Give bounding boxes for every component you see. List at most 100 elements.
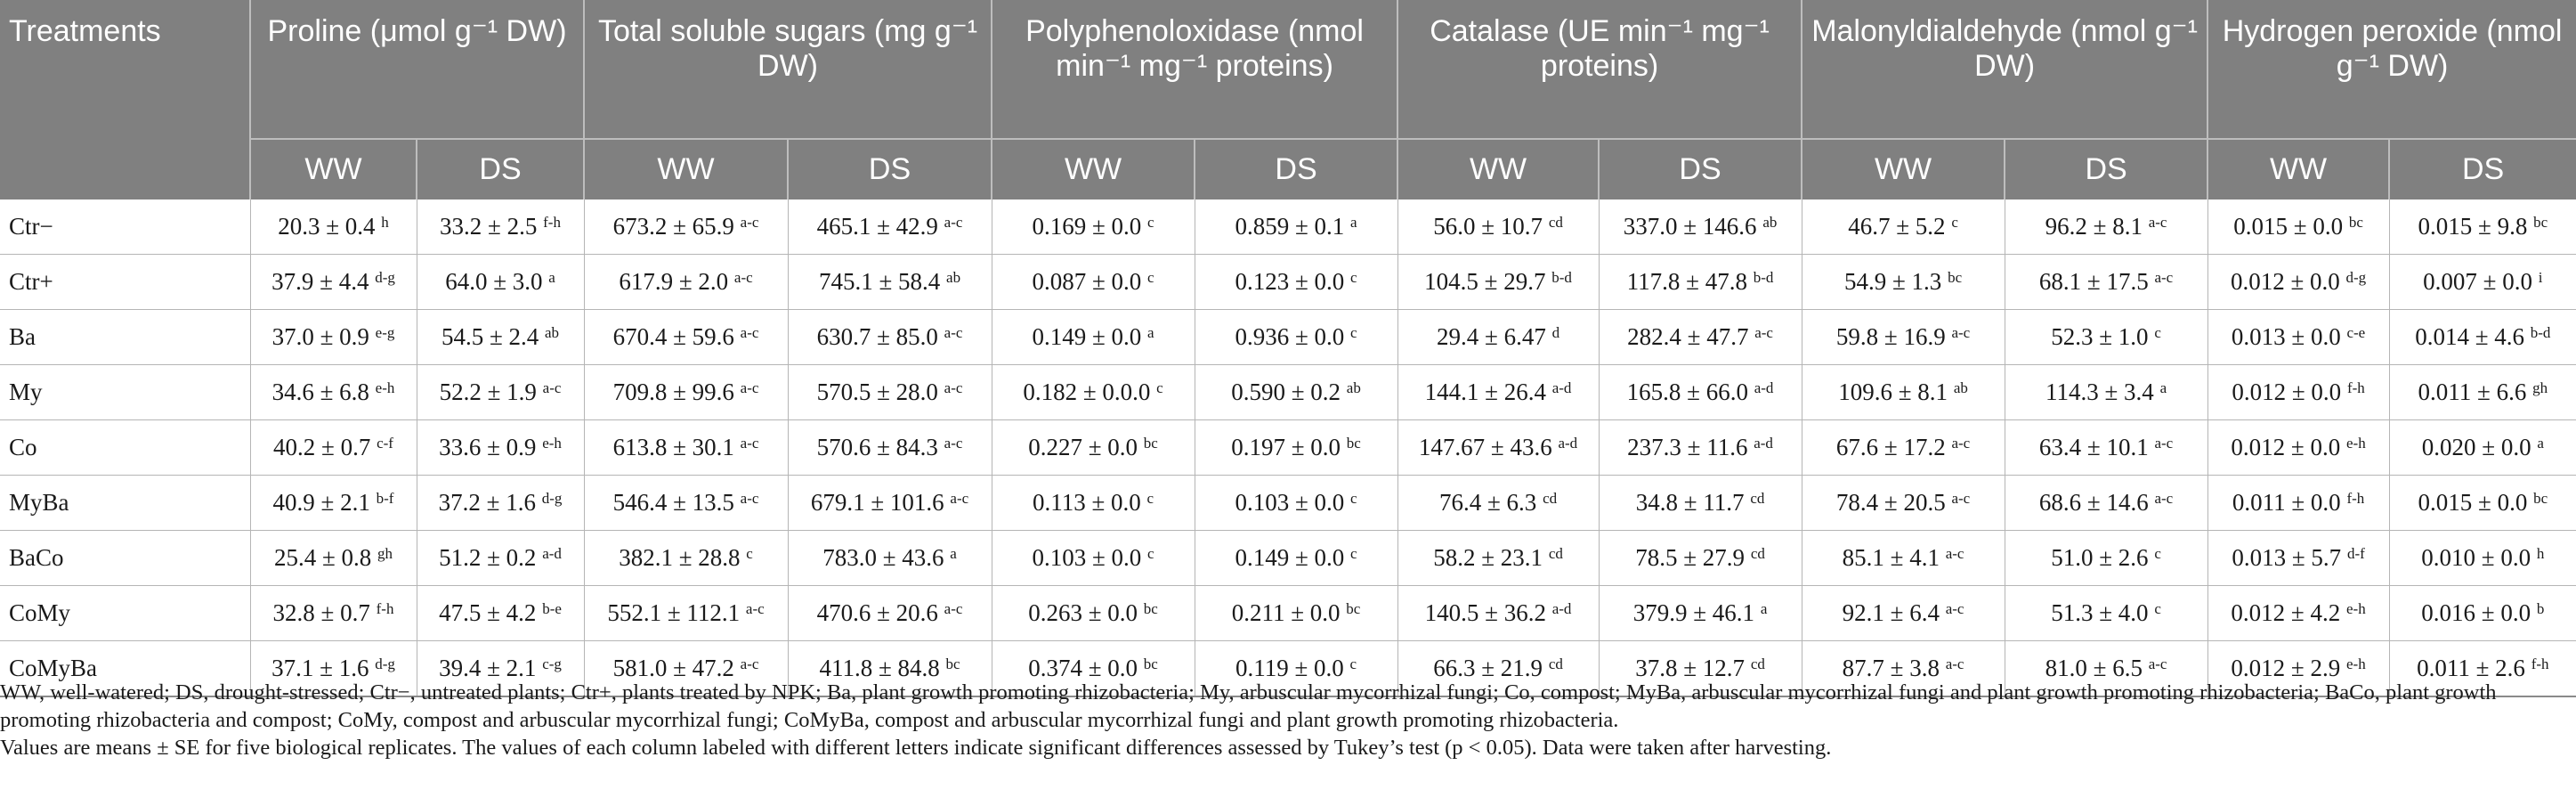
value-cell: 237.3 ± 11.6 a-d (1598, 419, 1802, 476)
mean-se-value: 0.590 ± 0.2 (1231, 379, 1341, 405)
significance-letters: a-d (542, 545, 562, 562)
significance-letters: gh (377, 545, 393, 562)
significance-letters: bc (1346, 435, 1361, 452)
significance-letters: i (2538, 269, 2543, 286)
mean-se-value: 0.182 ± 0.0.0 (1023, 379, 1151, 405)
mean-se-value: 96.2 ± 8.1 (2045, 213, 2143, 240)
header-treatments: Treatments (0, 0, 250, 199)
value-cell: 0.010 ± 0.0 h (2388, 530, 2576, 586)
treatment-cell: Ba (0, 309, 250, 365)
value-cell: 0.859 ± 0.1 a (1194, 199, 1398, 255)
significance-letters: f-h (2346, 379, 2365, 396)
significance-letters: c (1156, 379, 1163, 396)
value-cell: 0.013 ± 5.7 d-f (2207, 530, 2390, 586)
value-cell: 0.015 ± 9.8 bc (2388, 199, 2576, 255)
significance-letters: a (548, 269, 555, 286)
mean-se-value: 337.0 ± 146.6 (1623, 213, 1757, 240)
table-row: Ctr− 20.3 ± 0.4 h 33.2 ± 2.5 f-h 673.2 ± 65… (0, 199, 2576, 255)
significance-letters: a-d (1754, 435, 1773, 452)
mean-se-value: 546.4 ± 13.5 (612, 489, 734, 516)
treatment-cell: CoMyBa (0, 640, 250, 697)
mean-se-value: 0.013 ± 5.7 (2232, 544, 2342, 571)
significance-letters: c (1350, 490, 1357, 507)
significance-letters: a-c (740, 655, 759, 672)
value-cell: 0.015 ± 0.0 bc (2207, 199, 2390, 255)
significance-letters: a (1147, 324, 1154, 341)
significance-letters: a-c (2154, 490, 2174, 507)
mean-se-value: 0.087 ± 0.0 (1032, 268, 1142, 295)
significance-letters: cd (1548, 655, 1563, 672)
mean-se-value: 104.5 ± 29.7 (1424, 268, 1546, 295)
value-cell: 92.1 ± 6.4 a-c (1801, 585, 2005, 641)
mean-se-value: 40.2 ± 0.7 (273, 434, 371, 460)
subheader-ds: DS (1194, 138, 1398, 199)
mean-se-value: 0.011 ± 2.6 (2417, 655, 2525, 681)
value-cell: 0.590 ± 0.2 ab (1194, 364, 1398, 420)
mean-se-value: 0.010 ± 0.0 (2421, 544, 2531, 571)
header-row: Treatments Proline (μmol g⁻¹ DW) Total s… (0, 0, 2576, 199)
value-cell: 52.2 ± 1.9 a-c (416, 364, 585, 420)
mean-se-value: 552.1 ± 112.1 (607, 599, 741, 626)
significance-letters: bc (1143, 600, 1158, 617)
value-cell: 679.1 ± 101.6 a-c (787, 475, 992, 531)
mean-se-value: 745.1 ± 58.4 (818, 268, 941, 295)
mean-se-value: 673.2 ± 65.9 (612, 213, 734, 240)
value-cell: 0.012 ± 0.0 d-g (2207, 254, 2390, 310)
mean-se-value: 0.211 ± 0.0 (1231, 599, 1341, 626)
value-cell: 0.087 ± 0.0 c (991, 254, 1195, 310)
mean-se-value: 37.9 ± 4.4 (271, 268, 369, 295)
subheader-ww: WW (1397, 138, 1600, 199)
value-cell: 56.0 ± 10.7 cd (1397, 199, 1600, 255)
mean-se-value: 59.8 ± 16.9 (1835, 323, 1946, 350)
value-cell: 709.8 ± 99.6 a-c (583, 364, 789, 420)
significance-letters: e-h (2345, 600, 2366, 617)
mean-se-value: 581.0 ± 47.2 (612, 655, 734, 681)
value-cell: 140.5 ± 36.2 a-d (1397, 585, 1600, 641)
significance-letters: a-c (1951, 324, 1971, 341)
significance-letters: a-c (542, 379, 562, 396)
value-cell: 59.8 ± 16.9 a-c (1801, 309, 2005, 365)
significance-letters: a-c (740, 490, 759, 507)
subheader-ww: WW (2207, 138, 2390, 199)
table-row: MyBa 40.9 ± 2.1 b-f 37.2 ± 1.6 d-g 546.4 ± … (0, 475, 2576, 531)
significance-letters: ab (1346, 379, 1361, 396)
value-cell: 63.4 ± 10.1 a-c (2004, 419, 2208, 476)
significance-letters: c (1147, 214, 1154, 231)
significance-letters: b-d (1551, 269, 1572, 286)
significance-letters: a-c (740, 324, 759, 341)
mean-se-value: 51.3 ± 4.0 (2051, 599, 2149, 626)
mean-se-value: 64.0 ± 3.0 (445, 268, 543, 295)
mean-se-value: 0.103 ± 0.0 (1032, 544, 1142, 571)
mean-se-value: 0.374 ± 0.0 (1028, 655, 1138, 681)
value-cell: 0.227 ± 0.0 bc (991, 419, 1195, 476)
significance-letters: e-h (2345, 655, 2366, 672)
value-cell: 613.8 ± 30.1 a-c (583, 419, 789, 476)
value-cell: 78.4 ± 20.5 a-c (1801, 475, 2005, 531)
mean-se-value: 32.8 ± 0.7 (272, 599, 370, 626)
table-row: Ctr+ 37.9 ± 4.4 d-g 64.0 ± 3.0 a 617.9 ± 2.… (0, 254, 2576, 310)
footnote-abbreviations: WW, well-watered; DS, drought-stressed; … (0, 680, 2497, 732)
mean-se-value: 0.012 ± 4.2 (2231, 599, 2341, 626)
subheader-ds: DS (1598, 138, 1802, 199)
value-cell: 165.8 ± 66.0 a-d (1598, 364, 1802, 420)
significance-letters: a-c (733, 269, 753, 286)
significance-letters: c (1350, 545, 1357, 562)
value-cell: 144.1 ± 26.4 a-d (1397, 364, 1600, 420)
value-cell: 85.1 ± 4.1 a-c (1801, 530, 2005, 586)
mean-se-value: 0.169 ± 0.0 (1032, 213, 1142, 240)
mean-se-value: 58.2 ± 23.1 (1433, 544, 1543, 571)
value-cell: 117.8 ± 47.8 b-d (1598, 254, 1802, 310)
significance-letters: a-d (1551, 600, 1572, 617)
mean-se-value: 0.011 ± 6.6 (2418, 379, 2527, 405)
value-cell: 745.1 ± 58.4 ab (787, 254, 992, 310)
mean-se-value: 613.8 ± 30.1 (612, 434, 734, 460)
value-cell: 68.6 ± 14.6 a-c (2004, 475, 2208, 531)
mean-se-value: 54.5 ± 2.4 (441, 323, 539, 350)
significance-letters: h (381, 214, 389, 231)
mean-se-value: 0.012 ± 0.0 (2230, 268, 2340, 295)
mean-se-value: 0.936 ± 0.0 (1235, 323, 1345, 350)
value-cell: 670.4 ± 59.6 a-c (583, 309, 789, 365)
significance-letters: bc (2533, 490, 2548, 507)
value-cell: 39.4 ± 2.1 c-g (416, 640, 585, 697)
mean-se-value: 117.8 ± 47.8 (1626, 268, 1747, 295)
